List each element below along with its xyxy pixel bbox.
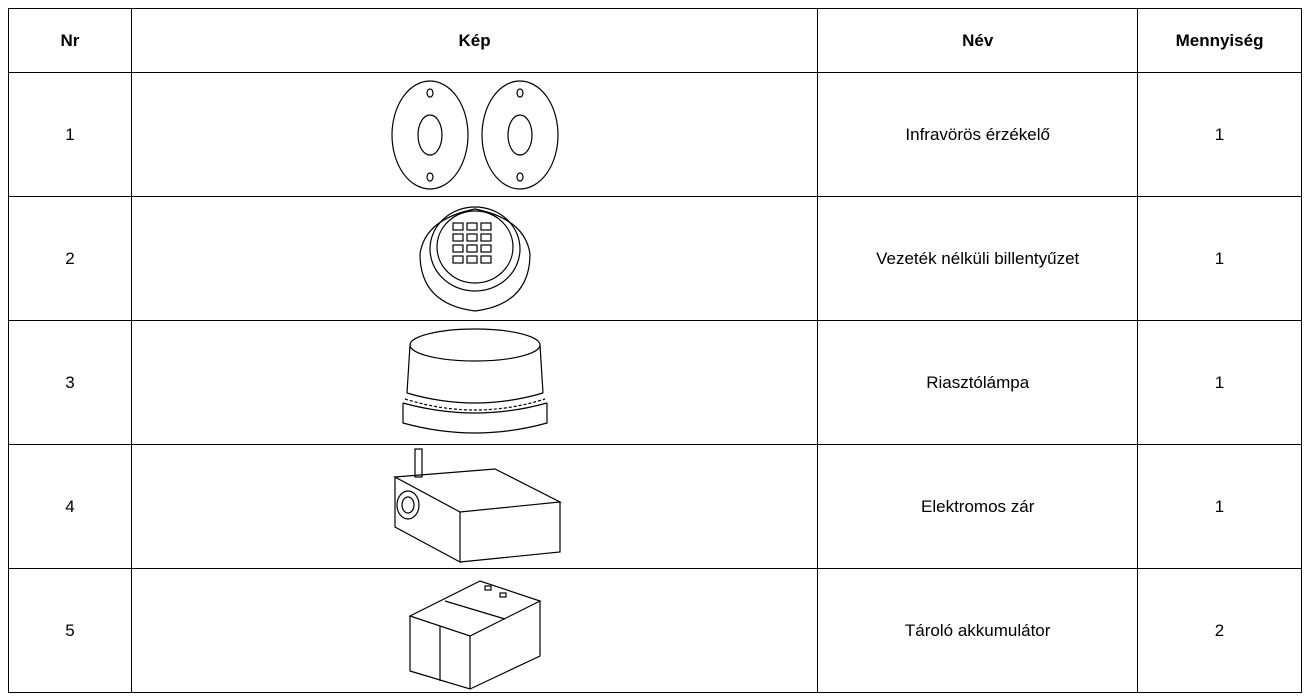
parts-table: Nr Kép Név Mennyiség 1 Infravörös érzéke… [8, 8, 1302, 693]
qty-cell: 1 [1137, 444, 1302, 569]
nr-cell: 4 [8, 444, 132, 569]
row: 4 Elektromos zár 1 [8, 444, 1302, 569]
name-cell: Infravörös érzékelő [817, 72, 1139, 197]
nr-cell: 1 [8, 72, 132, 197]
row: 5 Tároló akkumulátor 2 [8, 568, 1302, 693]
qty-cell: 1 [1137, 72, 1302, 197]
row: 3 Riasztólámpa 1 [8, 320, 1302, 445]
image-cell [130, 72, 819, 197]
keypad-drawing [418, 205, 531, 312]
lamp-drawing [401, 327, 548, 434]
sensor-drawing [390, 79, 559, 190]
lock-drawing [392, 447, 562, 563]
nr-cell: 2 [8, 196, 132, 321]
header-cell: Név [817, 8, 1139, 73]
image-cell [130, 444, 819, 569]
battery-drawing [408, 579, 542, 690]
row: 1 Infravörös érzékelő 1 [8, 72, 1302, 197]
nr-cell: 5 [8, 568, 132, 693]
image-cell [130, 568, 819, 693]
image-cell [130, 196, 819, 321]
qty-cell: 1 [1137, 320, 1302, 445]
name-cell: Tároló akkumulátor [817, 568, 1139, 693]
qty-cell: 2 [1137, 568, 1302, 693]
name-cell: Elektromos zár [817, 444, 1139, 569]
header-row: Nr Kép Név Mennyiség [8, 8, 1302, 73]
header-cell: Kép [130, 8, 819, 73]
name-cell: Riasztólámpa [817, 320, 1139, 445]
qty-cell: 1 [1137, 196, 1302, 321]
row: 2 Vezeték nélküli billentyűzet 1 [8, 196, 1302, 321]
nr-cell: 3 [8, 320, 132, 445]
name-cell: Vezeték nélküli billentyűzet [817, 196, 1139, 321]
header-cell: Mennyiség [1137, 8, 1302, 73]
image-cell [130, 320, 819, 445]
header-cell: Nr [8, 8, 132, 73]
